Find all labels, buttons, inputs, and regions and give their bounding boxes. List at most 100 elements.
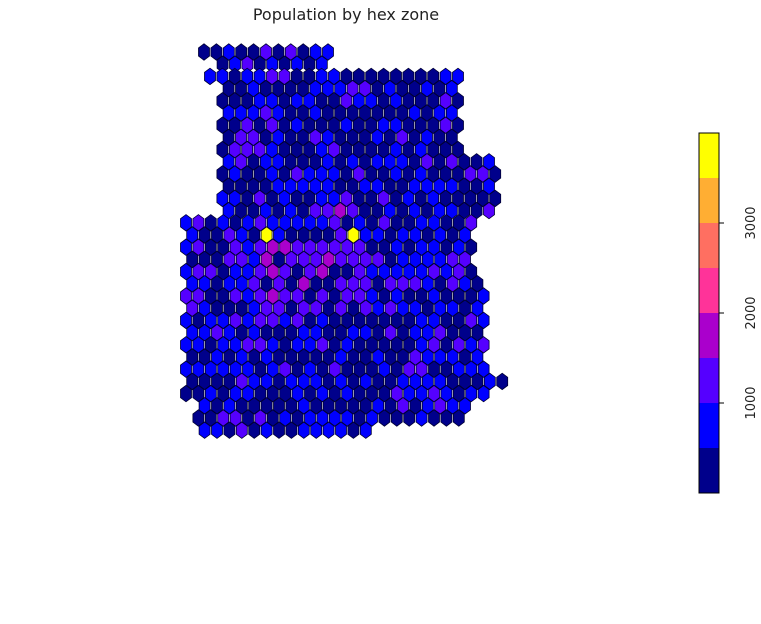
- hex-cell: [465, 287, 478, 305]
- hex-cell: [254, 238, 267, 256]
- hex-cell: [415, 311, 428, 330]
- hex-cell: [403, 262, 416, 281]
- hex-cell: [439, 92, 452, 110]
- hex-cell: [428, 238, 440, 256]
- hex-cell: [241, 165, 254, 183]
- hex-cell: [316, 287, 329, 305]
- hex-cell: [279, 409, 292, 427]
- hex-cell: [458, 153, 471, 171]
- hex-cell: [421, 275, 434, 293]
- colorbar-segment: [699, 133, 719, 178]
- hex-cell: [204, 409, 217, 427]
- hex-cell: [397, 275, 409, 293]
- hex-cell: [378, 384, 391, 403]
- hex-cell: [291, 384, 304, 403]
- hex-cell: [273, 348, 285, 366]
- hex-cell: [315, 189, 328, 208]
- hex-cell: [403, 238, 416, 256]
- hex-cell: [408, 153, 421, 171]
- hex-cell: [402, 165, 415, 183]
- hex-cell: [471, 299, 484, 317]
- hex-cell: [433, 177, 446, 195]
- hex-cell: [310, 299, 323, 317]
- hex-cell: [204, 311, 217, 330]
- hex-cell: [285, 348, 298, 366]
- hex-cell: [334, 79, 347, 98]
- hex-cell: [378, 287, 391, 305]
- hex-cell: [223, 226, 236, 244]
- hex-cell: [396, 128, 409, 147]
- hex-cell: [397, 397, 409, 415]
- hex-cell: [310, 250, 323, 269]
- hex-cell: [359, 79, 371, 98]
- hex-cell: [235, 226, 248, 244]
- hex-cell: [266, 262, 279, 281]
- hex-cell: [390, 262, 403, 281]
- hex-cell: [180, 384, 192, 403]
- hex-cell: [297, 372, 310, 391]
- hex-cell: [340, 92, 353, 110]
- hex-cell: [397, 299, 409, 317]
- hex-cell: [241, 140, 254, 159]
- hex-cell: [242, 409, 254, 427]
- hex-cell: [353, 214, 366, 232]
- hex-cell: [217, 311, 230, 330]
- hex-cell: [223, 250, 236, 269]
- hex-cell: [198, 275, 211, 293]
- hex-cell: [372, 226, 385, 244]
- hex-cell: [365, 92, 378, 110]
- hex-cell: [328, 384, 341, 403]
- hex-cell: [279, 384, 292, 403]
- hex-cell: [316, 384, 329, 403]
- hex-cell: [260, 421, 273, 439]
- hex-cell: [273, 250, 285, 269]
- hex-cell: [446, 323, 459, 342]
- hex-cell: [415, 409, 428, 427]
- hex-cell: [279, 238, 292, 256]
- hex-cell: [346, 79, 359, 98]
- hex-cell: [353, 409, 366, 427]
- hex-cell: [365, 116, 378, 134]
- hex-cell: [377, 165, 390, 183]
- hex-cell: [304, 262, 316, 281]
- hex-cell: [273, 275, 285, 293]
- hex-cell: [242, 214, 254, 232]
- hex-cell: [384, 275, 397, 293]
- hex-cell: [291, 214, 304, 232]
- hex-cell: [366, 336, 378, 354]
- hex-cell: [378, 214, 391, 232]
- hex-cell: [335, 323, 347, 342]
- hex-cell: [303, 189, 316, 208]
- hex-cell: [260, 397, 273, 415]
- hex-cell: [446, 299, 459, 317]
- hex-cell: [390, 409, 403, 427]
- hex-cell: [409, 372, 422, 391]
- hex-cell: [340, 140, 353, 159]
- hex-cell: [341, 409, 354, 427]
- hex-cell: [297, 250, 310, 269]
- hex-cell: [452, 189, 464, 208]
- hex-cell: [253, 140, 266, 159]
- hex-cell: [439, 67, 452, 86]
- hex-cell: [439, 189, 452, 208]
- hex-cell: [217, 384, 230, 403]
- hex-cell: [310, 226, 323, 244]
- hex-cell: [396, 177, 409, 195]
- hex-cell: [204, 384, 217, 403]
- hex-cell: [483, 177, 495, 195]
- hex-cell: [259, 128, 272, 147]
- hex-cell: [322, 275, 335, 293]
- hex-cell: [328, 165, 340, 183]
- hex-cell: [328, 92, 340, 110]
- hex-cell: [242, 336, 254, 354]
- hex-cell: [290, 67, 303, 86]
- hex-cell: [476, 189, 489, 208]
- hex-cell: [476, 165, 489, 183]
- hex-cell: [229, 360, 242, 378]
- hex-cell: [440, 238, 453, 256]
- hex-cell: [254, 409, 267, 427]
- hex-cell: [192, 311, 205, 330]
- hex-cell: [260, 348, 273, 366]
- hex-cell: [390, 92, 402, 110]
- hex-cell: [470, 153, 483, 171]
